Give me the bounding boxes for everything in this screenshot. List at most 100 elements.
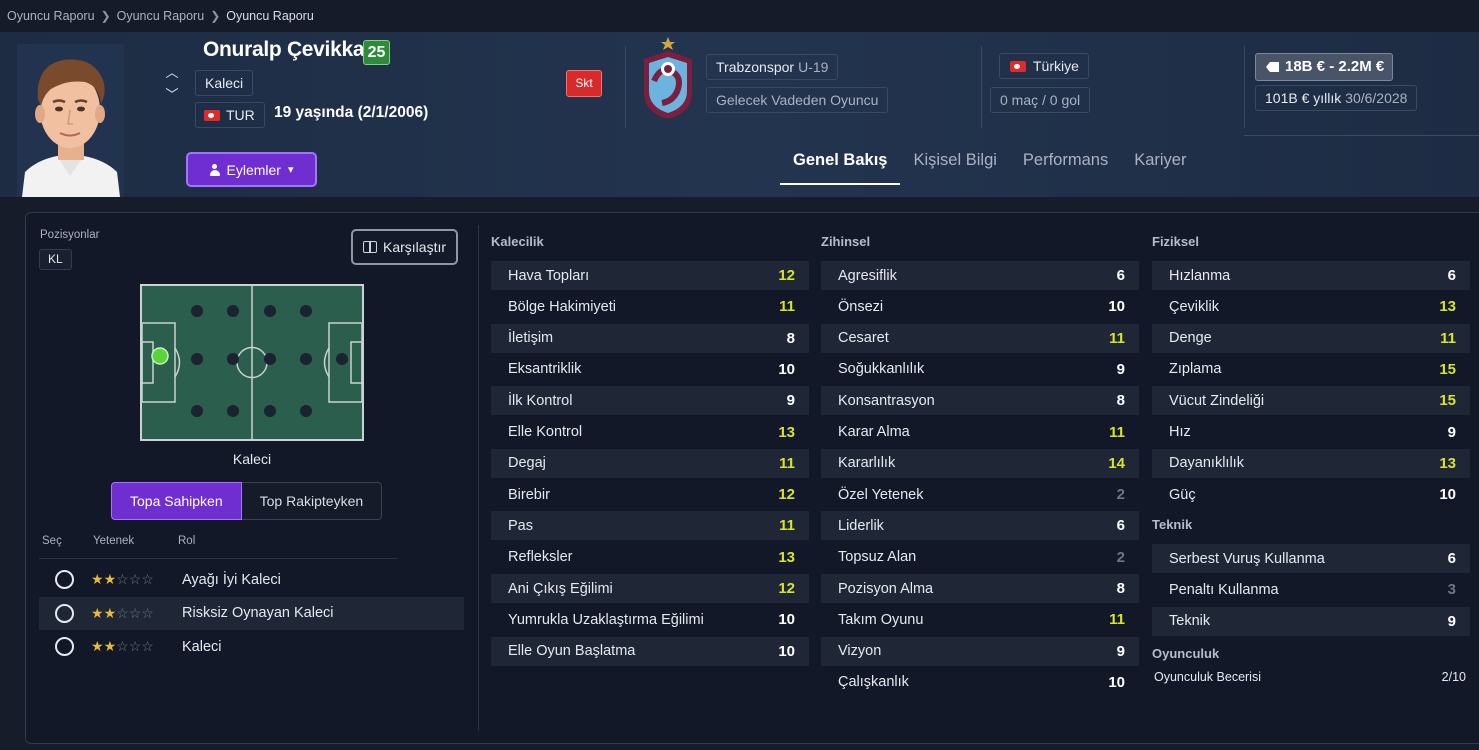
nationality-chip: TUR [195,102,265,128]
mental-attribute-row[interactable]: Agresiflik 6 [821,261,1139,290]
role-row[interactable]: ★★☆☆☆ Risksiz Oynayan Kaleci [39,596,464,630]
goalkeeping-attribute-row[interactable]: Bölge Hakimiyeti 11 [491,292,809,321]
attribute-value: 11 [779,454,795,472]
goalkeeping-attribute-row[interactable]: Elle Oyun Başlatma 10 [491,636,809,666]
mental-attribute-row[interactable]: Özel Yetenek 2 [821,480,1139,509]
physical-attribute-row[interactable]: Dayanıklılık 13 [1152,448,1470,478]
goalkeeping-attribute-row[interactable]: İlk Kontrol 9 [491,386,809,416]
wage-chip: 101B € yıllık 30/6/2028 [1255,85,1418,111]
mental-attribute-row[interactable]: Kararlılık 14 [821,448,1139,478]
goalkeeping-attribute-row[interactable]: Eksantriklik 10 [491,355,809,384]
attribute-value: 10 [778,642,795,660]
goalkeeping-attribute-row[interactable]: İletişim 8 [491,323,809,353]
attribute-value: 15 [1439,392,1456,410]
attribute-value: 10 [778,360,795,378]
turkey-flag-icon [204,109,220,121]
mental-attribute-row[interactable]: Pozisyon Alma 8 [821,574,1139,603]
chevron-right-icon: ❯ [210,9,221,23]
club-chip[interactable]: Trabzonspor U-19 [706,54,839,80]
role-row[interactable]: ★★☆☆☆ Ayağı İyi Kaleci [39,563,464,596]
physical-attribute-row[interactable]: Çeviklik 13 [1152,292,1470,321]
chevron-down-icon[interactable]: ﹀ [165,87,179,102]
attribute-value: 3 [1447,581,1456,599]
attribute-value: 2 [1116,486,1125,504]
contract-end: 30/6/2028 [1345,90,1408,106]
mental-attribute-row[interactable]: Liderlik 6 [821,511,1139,541]
position-pitch [140,284,364,441]
compare-icon [363,241,377,253]
goalkeeping-attribute-row[interactable]: Yumrukla Uzaklaştırma Eğilimi 10 [491,605,809,634]
star-icon: ☆ [116,638,129,654]
physical-attribute-row[interactable]: Güç 10 [1152,480,1470,509]
roles-header: Seç Yetenek Rol [39,535,397,559]
mental-attribute-row[interactable]: Karar Alma 11 [821,418,1139,447]
club-crest-icon[interactable] [640,37,696,121]
attribute-name: Zıplama [1169,361,1222,378]
mental-attribute-row[interactable]: Takım Oyunu 11 [821,605,1139,634]
in-possession-toggle[interactable]: Topa Sahipken [111,482,242,520]
star-icon: ★ [91,638,104,654]
compare-button[interactable]: Karşılaştır [351,229,459,265]
breadcrumb-item[interactable]: Oyuncu Raporu [116,9,205,23]
attribute-value: 6 [1116,517,1125,535]
injury-badge[interactable]: Skt [566,70,602,97]
goalkeeping-attribute-row[interactable]: Elle Kontrol 13 [491,418,809,447]
mental-attribute-row[interactable]: Konsantrasyon 8 [821,386,1139,416]
physical-attribute-row[interactable]: Denge 11 [1152,323,1470,353]
breadcrumb-item[interactable]: Oyuncu Raporu [7,9,95,23]
attribute-name: Penaltı Kullanma [1169,581,1279,598]
wage: 101B € yıllık [1265,90,1342,106]
attribute-value: 10 [1439,486,1456,504]
attribute-value: 9 [786,392,795,410]
mental-attribute-row[interactable]: Topsuz Alan 2 [821,543,1139,572]
actions-button[interactable]: Eylemler ▾ [186,152,317,187]
attribute-name: Pozisyon Alma [838,580,934,597]
physical-attribute-row[interactable]: Zıplama 15 [1152,355,1470,384]
role-radio[interactable] [55,603,74,623]
mental-attribute-row[interactable]: Vizyon 9 [821,636,1139,666]
apps-chip: 0 maç / 0 gol [990,87,1091,113]
mental-attribute-row[interactable]: Çalışkanlık 10 [821,668,1139,697]
attribute-value: 10 [1108,298,1125,316]
goalkeeping-attribute-row[interactable]: Hava Topları 12 [491,261,809,290]
role-radio[interactable] [55,637,74,656]
goalkeeping-attribute-row[interactable]: Ani Çıkış Eğilimi 12 [491,574,809,603]
role-row[interactable]: ★★☆☆☆ Kaleci [39,630,464,663]
squad-name: U-19 [798,59,829,75]
attribute-name: Hızlanma [1169,267,1231,284]
physical-attribute-row[interactable]: Hızlanma 6 [1152,261,1470,290]
tab-personal-info[interactable]: Kişisel Bilgi [913,151,997,169]
attribute-value: 2 [1116,548,1125,566]
club-name: Trabzonspor [716,59,795,75]
goalkeeping-attribute-row[interactable]: Birebir 12 [491,480,809,509]
mental-attribute-row[interactable]: Önsezi 10 [821,292,1139,321]
mental-attribute-row[interactable]: Soğukkanlılık 9 [821,355,1139,384]
tab-overview[interactable]: Genel Bakış [780,142,901,185]
attribute-value: 6 [1447,550,1456,567]
chevron-up-icon[interactable]: ︿ [165,65,179,80]
physical-attribute-row[interactable]: Hız 9 [1152,418,1470,447]
technical-attribute-row[interactable]: Serbest Vuruş Kullanma 6 [1152,544,1470,573]
attribute-name: Bölge Hakimiyeti [508,298,616,315]
attribute-name: Konsantrasyon [838,392,935,409]
physical-attribute-row[interactable]: Vücut Zindeliği 15 [1152,386,1470,416]
tab-performance[interactable]: Performans [1022,151,1109,169]
player-header: ︿ ﹀ Onuralp Çevikkan 25 Kaleci TUR 19 ya… [0,32,1479,197]
star-icon: ★ [103,604,117,621]
attribute-value: 10 [1108,673,1125,691]
playing-title: Oyunculuk [1152,646,1220,661]
tab-career[interactable]: Kariyer [1134,151,1187,169]
out-of-possession-toggle[interactable]: Top Rakipteyken [241,482,383,520]
divider [1244,46,1245,128]
technical-attribute-row[interactable]: Penaltı Kullanma 3 [1152,575,1470,604]
mental-attribute-row[interactable]: Cesaret 11 [821,323,1139,353]
attribute-value: 11 [1109,423,1125,441]
goalkeeping-attribute-row[interactable]: Refleksler 13 [491,543,809,572]
country-chip[interactable]: Türkiye [999,53,1089,79]
technical-attribute-row[interactable]: Teknik 9 [1152,606,1470,636]
attribute-value: 15 [1439,360,1456,378]
attribute-name: Cesaret [838,330,889,347]
goalkeeping-attribute-row[interactable]: Degaj 11 [491,448,809,478]
role-radio[interactable] [55,570,74,589]
goalkeeping-attribute-row[interactable]: Pas 11 [491,511,809,541]
